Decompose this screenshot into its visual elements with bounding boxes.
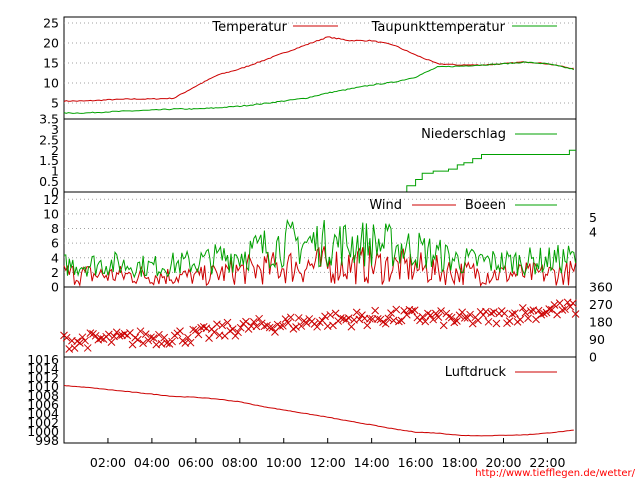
wind-direction-point — [134, 336, 141, 343]
wind-direction-point — [84, 344, 91, 351]
x-tick-label: 12:00 — [310, 455, 346, 470]
x-tick-label: 18:00 — [442, 455, 478, 470]
wind-direction-point — [490, 309, 497, 316]
y-tick-label: 12 — [43, 192, 59, 207]
x-tick-label: 14:00 — [354, 455, 390, 470]
wind-direction-point — [501, 310, 508, 317]
series-1-0 — [64, 150, 576, 192]
wind-direction-point — [393, 306, 400, 313]
y-tick-label: 8 — [51, 221, 59, 236]
wind-direction-point — [213, 321, 220, 328]
y2-tick-label: 5 — [589, 210, 597, 225]
wind-direction-point — [327, 311, 334, 318]
y-tick-label: 0 — [51, 280, 59, 295]
wind-direction-point — [261, 323, 268, 330]
series-0-0 — [64, 37, 574, 102]
series-line — [64, 37, 574, 102]
y-tick-label: 2 — [51, 265, 59, 280]
wind-direction-point — [329, 322, 336, 329]
wind-direction-point — [345, 315, 352, 322]
wind-direction-point — [440, 322, 447, 329]
wind-direction-point — [506, 318, 513, 325]
wind-direction-point — [195, 331, 202, 338]
panel-1: 00.511.522.533.5Niederschlag — [39, 112, 576, 200]
x-tick-label: 10:00 — [266, 455, 302, 470]
wind-direction-point — [485, 318, 492, 325]
panel-4: 998100010021004100610081010101210141016L… — [27, 352, 576, 448]
y-tick-label: 4 — [51, 250, 59, 265]
wind-direction-point — [395, 318, 402, 325]
y-tick-label: 20 — [43, 36, 59, 51]
y-tick-label: 3.5 — [39, 112, 59, 127]
y2-tick-label: 180 — [589, 315, 613, 330]
y-tick-label: 25 — [43, 16, 59, 31]
wind-direction-point — [480, 312, 487, 319]
y2-tick-label: 270 — [589, 297, 613, 312]
y-tick-label: 15 — [43, 56, 59, 71]
series-line — [64, 385, 574, 436]
wind-direction-point — [427, 312, 434, 319]
y-tick-label: 10 — [43, 76, 59, 91]
wind-direction-point — [169, 338, 176, 345]
legend-label: Taupunkttemperatur — [371, 20, 506, 35]
series-0-1 — [64, 62, 574, 114]
wind-direction-point — [364, 322, 371, 329]
wind-direction-point — [511, 310, 518, 317]
legend-label: Wind — [369, 198, 402, 213]
legend-label: Niederschlag — [421, 127, 506, 142]
wind-direction-point — [482, 308, 489, 315]
legend-label: Boeen — [465, 198, 506, 213]
series-3-0 — [61, 299, 580, 353]
x-tick-label: 16:00 — [398, 455, 434, 470]
wind-direction-point — [177, 328, 184, 335]
x-tick-label: 06:00 — [178, 455, 214, 470]
series-4-0 — [64, 385, 574, 436]
y2-tick-label: 4 — [589, 225, 597, 240]
wind-direction-point — [569, 300, 576, 307]
wind-direction-point — [200, 323, 207, 330]
wind-direction-point — [527, 308, 534, 315]
wind-direction-point — [282, 316, 289, 323]
y-tick-label: 5 — [51, 96, 59, 111]
wind-direction-point — [242, 318, 249, 325]
wind-direction-point — [488, 310, 495, 317]
x-tick-label: 08:00 — [222, 455, 258, 470]
wind-direction-point — [232, 332, 239, 339]
y2-tick-label: 0 — [589, 350, 597, 365]
wind-direction-point — [105, 331, 112, 338]
y2-tick-label: 360 — [589, 280, 613, 295]
series-line — [64, 150, 576, 192]
series-line — [64, 62, 574, 114]
y-tick-label: 10 — [43, 206, 59, 221]
wind-direction-point — [79, 334, 86, 341]
y-tick-label: 1016 — [27, 352, 59, 367]
wind-direction-point — [416, 317, 423, 324]
legend-label: Temperatur — [211, 20, 287, 35]
wind-direction-point — [517, 316, 524, 323]
panel-0: 5 10 15 20 25 Temperatur Taupunkttemperatur — [43, 16, 576, 120]
y2-tick-label: 90 — [589, 332, 605, 347]
credit-text: http://www.tiefflegen.de/wetter/ — [475, 468, 635, 479]
wind-direction-point — [372, 307, 379, 314]
y-tick-label: 6 — [51, 236, 59, 251]
x-tick-label: 04:00 — [134, 455, 170, 470]
wind-direction-point — [493, 320, 500, 327]
x-tick-label: 02:00 — [90, 455, 126, 470]
wind-direction-point — [348, 323, 355, 330]
panel-3: 0 90 180 270 360 — [61, 280, 613, 365]
wind-direction-point — [556, 300, 563, 307]
panel-2: 02468101245Wind Boeen — [43, 192, 597, 295]
legend-label: Luftdruck — [445, 365, 507, 380]
wind-direction-point — [509, 311, 516, 318]
wind-direction-point — [322, 313, 329, 320]
